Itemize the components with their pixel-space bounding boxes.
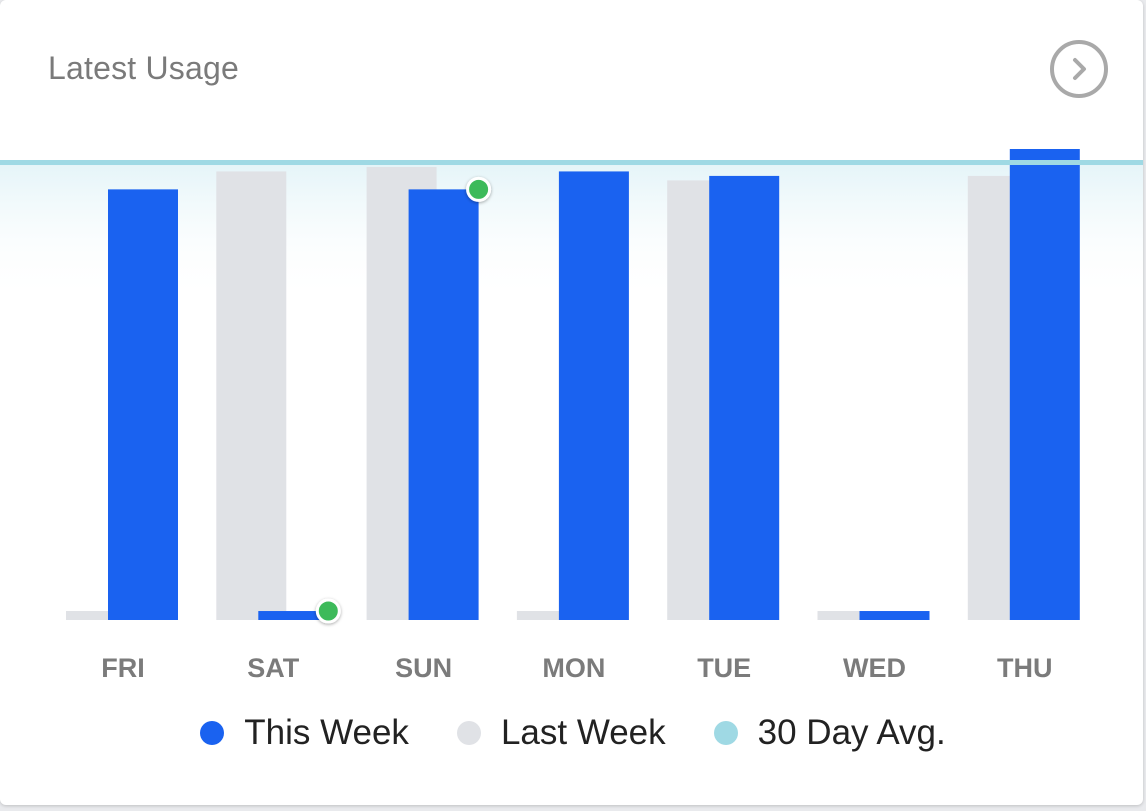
bar-last-week-fri	[66, 611, 136, 620]
legend-swatch-this-week	[200, 721, 225, 745]
card-title: Latest Usage	[48, 50, 239, 86]
bar-this-week-tue	[709, 175, 780, 620]
legend-item-this-week[interactable]: This Week	[200, 713, 409, 753]
x-tick-label-fri: FRI	[101, 653, 145, 683]
x-tick-label-sun: SUN	[395, 653, 452, 683]
highlight-dot-sun	[466, 176, 492, 202]
bar-last-week-sat	[216, 171, 287, 620]
chart-legend: This Week Last Week 30 Day Avg.	[0, 712, 1143, 754]
x-tick-label-mon: MON	[542, 653, 605, 683]
bar-this-week-sat	[258, 611, 329, 620]
chevron-right-icon-glyph	[1073, 58, 1086, 80]
legend-item-last-week[interactable]: Last Week	[456, 713, 666, 753]
legend-label-last-week: Last Week	[500, 713, 666, 752]
legend-item-30-day-avg[interactable]: 30 Day Avg.	[713, 713, 946, 753]
bar-last-week-wed	[817, 611, 888, 620]
bar-this-week-fri	[108, 189, 178, 620]
chevron-right-icon[interactable]	[1050, 40, 1108, 98]
x-tick-label-wed: WED	[843, 653, 906, 683]
legend-swatch-30-day-avg	[713, 721, 738, 745]
x-tick-label-tue: TUE	[697, 653, 751, 683]
x-tick-label-thu: THU	[997, 653, 1053, 683]
bar-this-week-sun	[408, 189, 479, 620]
bar-last-week-mon	[516, 611, 587, 620]
highlight-dot-sat	[315, 598, 341, 624]
bar-this-week-wed	[859, 611, 930, 620]
legend-label-this-week: This Week	[244, 713, 409, 752]
bar-this-week-thu	[1009, 149, 1080, 620]
legend-swatch-last-week	[456, 721, 481, 745]
usage-bar-chart: FRI SAT SUN MON TUE WED THU	[0, 149, 1143, 683]
x-tick-label-sat: SAT	[247, 653, 300, 683]
legend-label-30-day-avg: 30 Day Avg.	[757, 713, 946, 752]
bar-this-week-mon	[558, 171, 629, 620]
